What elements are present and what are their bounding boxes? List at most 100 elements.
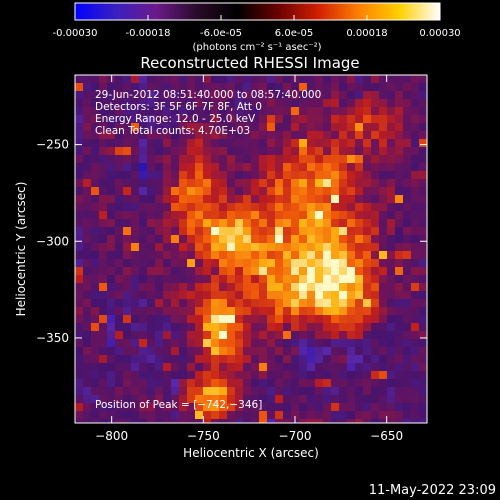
heatmap-cell bbox=[203, 99, 211, 107]
heatmap-cell bbox=[355, 339, 363, 347]
heatmap-cell bbox=[187, 123, 195, 131]
heatmap-cell bbox=[219, 403, 227, 411]
heatmap-cell bbox=[91, 259, 99, 267]
heatmap-cell bbox=[251, 315, 259, 323]
heatmap-cell bbox=[163, 203, 171, 211]
heatmap-cell bbox=[83, 267, 91, 275]
heatmap-cell bbox=[83, 203, 91, 211]
heatmap-cell bbox=[251, 379, 259, 387]
heatmap-cell bbox=[419, 371, 427, 379]
heatmap-cell bbox=[91, 107, 99, 115]
heatmap-cell bbox=[299, 291, 307, 299]
heatmap-cell bbox=[131, 395, 139, 403]
heatmap-cell bbox=[99, 243, 107, 251]
heatmap-cell bbox=[371, 75, 379, 83]
heatmap-cell bbox=[371, 219, 379, 227]
heatmap-cell bbox=[91, 203, 99, 211]
heatmap-cell bbox=[235, 411, 243, 419]
heatmap-cell bbox=[395, 147, 403, 155]
heatmap-cell bbox=[323, 83, 331, 91]
heatmap-cell bbox=[75, 275, 83, 283]
heatmap-cell bbox=[115, 107, 123, 115]
heatmap-cell bbox=[235, 259, 243, 267]
heatmap-cell bbox=[227, 363, 235, 371]
heatmap-cell bbox=[163, 411, 171, 419]
heatmap-cell bbox=[155, 147, 163, 155]
heatmap-cell bbox=[195, 411, 203, 419]
heatmap-cell bbox=[155, 83, 163, 91]
heatmap-cell bbox=[107, 155, 115, 163]
heatmap-cell bbox=[187, 115, 195, 123]
heatmap-cell bbox=[83, 163, 91, 171]
heatmap-cell bbox=[171, 203, 179, 211]
heatmap-cell bbox=[307, 387, 315, 395]
heatmap-cell bbox=[363, 259, 371, 267]
heatmap-cell bbox=[259, 75, 267, 83]
heatmap-cell bbox=[339, 395, 347, 403]
heatmap-cell bbox=[187, 291, 195, 299]
heatmap-cell bbox=[163, 147, 171, 155]
heatmap-cell bbox=[251, 267, 259, 275]
heatmap-cell bbox=[251, 299, 259, 307]
heatmap-cell bbox=[123, 163, 131, 171]
heatmap-cell bbox=[251, 283, 259, 291]
heatmap-cell bbox=[395, 347, 403, 355]
heatmap-cell bbox=[275, 211, 283, 219]
heatmap-cell bbox=[123, 107, 131, 115]
heatmap-cell bbox=[355, 395, 363, 403]
heatmap-cell bbox=[83, 299, 91, 307]
heatmap-cell bbox=[147, 227, 155, 235]
heatmap-cell bbox=[379, 147, 387, 155]
heatmap-cell bbox=[123, 355, 131, 363]
heatmap-cell bbox=[251, 187, 259, 195]
heatmap-cell bbox=[131, 371, 139, 379]
heatmap-cell bbox=[371, 419, 379, 423]
heatmap-cell bbox=[259, 347, 267, 355]
heatmap-cell bbox=[403, 387, 411, 395]
heatmap-cell bbox=[315, 107, 323, 115]
heatmap-cell bbox=[203, 403, 211, 411]
heatmap-cell bbox=[307, 395, 315, 403]
heatmap-cell bbox=[251, 371, 259, 379]
heatmap-cell bbox=[243, 395, 251, 403]
heatmap-cell bbox=[307, 131, 315, 139]
heatmap-cell bbox=[395, 243, 403, 251]
heatmap-cell bbox=[147, 243, 155, 251]
heatmap-cell bbox=[267, 251, 275, 259]
heatmap-cell bbox=[395, 83, 403, 91]
heatmap-cell bbox=[379, 83, 387, 91]
heatmap-cell bbox=[355, 243, 363, 251]
heatmap-cell bbox=[179, 283, 187, 291]
heatmap-cell bbox=[347, 371, 355, 379]
heatmap-cell bbox=[235, 211, 243, 219]
heatmap-cell bbox=[323, 331, 331, 339]
heatmap-cell bbox=[251, 219, 259, 227]
heatmap-cell bbox=[211, 195, 219, 203]
heatmap-cell bbox=[147, 339, 155, 347]
heatmap-cell bbox=[187, 99, 195, 107]
heatmap-cell bbox=[307, 339, 315, 347]
heatmap-cell bbox=[379, 251, 387, 259]
heatmap-cell bbox=[83, 91, 91, 99]
heatmap-cell bbox=[195, 275, 203, 283]
heatmap-cell bbox=[299, 267, 307, 275]
heatmap-cell bbox=[115, 235, 123, 243]
heatmap-cell bbox=[75, 403, 83, 411]
heatmap-cell bbox=[219, 315, 227, 323]
heatmap-cell bbox=[139, 411, 147, 419]
heatmap-cell bbox=[163, 355, 171, 363]
heatmap-cell bbox=[131, 219, 139, 227]
heatmap-cell bbox=[139, 283, 147, 291]
heatmap-cell bbox=[75, 339, 83, 347]
heatmap-cell bbox=[131, 291, 139, 299]
heatmap-cell bbox=[131, 331, 139, 339]
heatmap-cell bbox=[371, 91, 379, 99]
heatmap-cell bbox=[99, 355, 107, 363]
heatmap-cell bbox=[179, 251, 187, 259]
heatmap-cell bbox=[339, 371, 347, 379]
heatmap-cell bbox=[347, 75, 355, 83]
heatmap-cell bbox=[307, 379, 315, 387]
heatmap-cell bbox=[275, 323, 283, 331]
heatmap-cell bbox=[203, 163, 211, 171]
heatmap-cell bbox=[259, 243, 267, 251]
